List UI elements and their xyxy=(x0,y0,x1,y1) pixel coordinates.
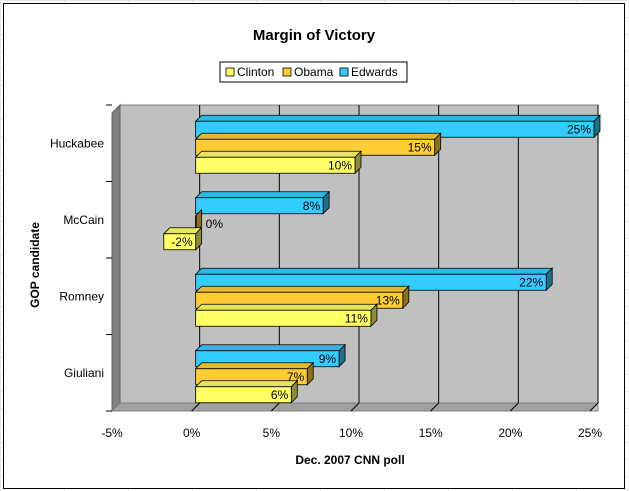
bar-front-face xyxy=(195,156,356,174)
data-label: 0% xyxy=(206,217,224,231)
data-label: 9% xyxy=(319,352,337,366)
legend[interactable]: Clinton Obama Edwards xyxy=(219,61,408,83)
bar-top-face xyxy=(194,344,347,352)
legend-swatch-edwards xyxy=(339,67,349,77)
x-tick-label: 0% xyxy=(183,426,201,440)
legend-label-clinton: Clinton xyxy=(237,65,274,79)
bar-front-face xyxy=(195,309,372,327)
bar-front-face xyxy=(195,386,292,404)
data-label: 25% xyxy=(567,122,591,136)
bar-clinton-giuliani[interactable]: 6% xyxy=(194,379,299,404)
gridline-floor xyxy=(509,402,519,412)
bar-top-face xyxy=(194,132,442,140)
gridline-floor xyxy=(589,402,599,412)
y-tick-label: Giuliani xyxy=(64,366,104,380)
data-label: 22% xyxy=(519,275,543,289)
data-label: 8% xyxy=(303,199,321,213)
bar-clinton-mccain[interactable]: -2% xyxy=(162,226,203,251)
bar-top-face xyxy=(162,227,203,235)
data-label: 6% xyxy=(271,388,289,402)
bar-top-face xyxy=(194,267,554,275)
bar-top-face xyxy=(194,380,299,388)
legend-swatch-clinton xyxy=(225,67,235,77)
bar-top-face xyxy=(194,114,601,122)
data-label: 13% xyxy=(376,293,400,307)
x-tick-label: 25% xyxy=(578,426,602,440)
y-tick-label: Huckabee xyxy=(50,136,104,150)
legend-swatch-obama xyxy=(282,67,292,77)
gridline-floor xyxy=(350,402,360,412)
bar-clinton-romney[interactable]: 11% xyxy=(194,303,378,328)
data-label: 10% xyxy=(328,158,352,172)
x-tick-label: 5% xyxy=(263,426,281,440)
gridline-floor xyxy=(270,402,280,412)
data-label: 7% xyxy=(287,370,305,384)
y-axis-title: GOP candidate xyxy=(28,222,42,308)
gridline-floor xyxy=(430,402,440,412)
x-tick-label: 20% xyxy=(498,426,522,440)
plot-side-wall xyxy=(111,103,121,413)
x-tick-label: 15% xyxy=(419,426,443,440)
x-tick-label: -5% xyxy=(101,426,123,440)
data-label: 11% xyxy=(345,311,368,325)
bar-top-face xyxy=(194,191,331,199)
bar-top-face xyxy=(194,150,362,158)
gridline-floor xyxy=(191,402,201,412)
bar-top-face xyxy=(194,362,315,370)
bar-front-face xyxy=(195,197,324,215)
bar-obama-mccain[interactable]: 0% xyxy=(195,208,224,233)
bar-clinton-huckabee[interactable]: 10% xyxy=(194,150,362,175)
x-axis-title: Dec. 2007 CNN poll xyxy=(295,453,404,467)
y-tick-label: Romney xyxy=(59,289,104,303)
data-label: 15% xyxy=(408,140,432,154)
bar-front-face xyxy=(163,233,197,251)
x-tick-label: 10% xyxy=(339,426,363,440)
legend-box xyxy=(219,61,408,83)
bar-top-face xyxy=(194,303,378,311)
bar-edwards-mccain[interactable]: 8% xyxy=(194,190,331,215)
bar-top-face xyxy=(194,285,410,293)
chart-title: Margin of Victory xyxy=(253,27,376,44)
legend-label-obama: Obama xyxy=(294,65,334,79)
data-label: -2% xyxy=(171,235,193,249)
y-tick-label: McCain xyxy=(63,213,104,227)
legend-label-edwards: Edwards xyxy=(351,65,398,79)
